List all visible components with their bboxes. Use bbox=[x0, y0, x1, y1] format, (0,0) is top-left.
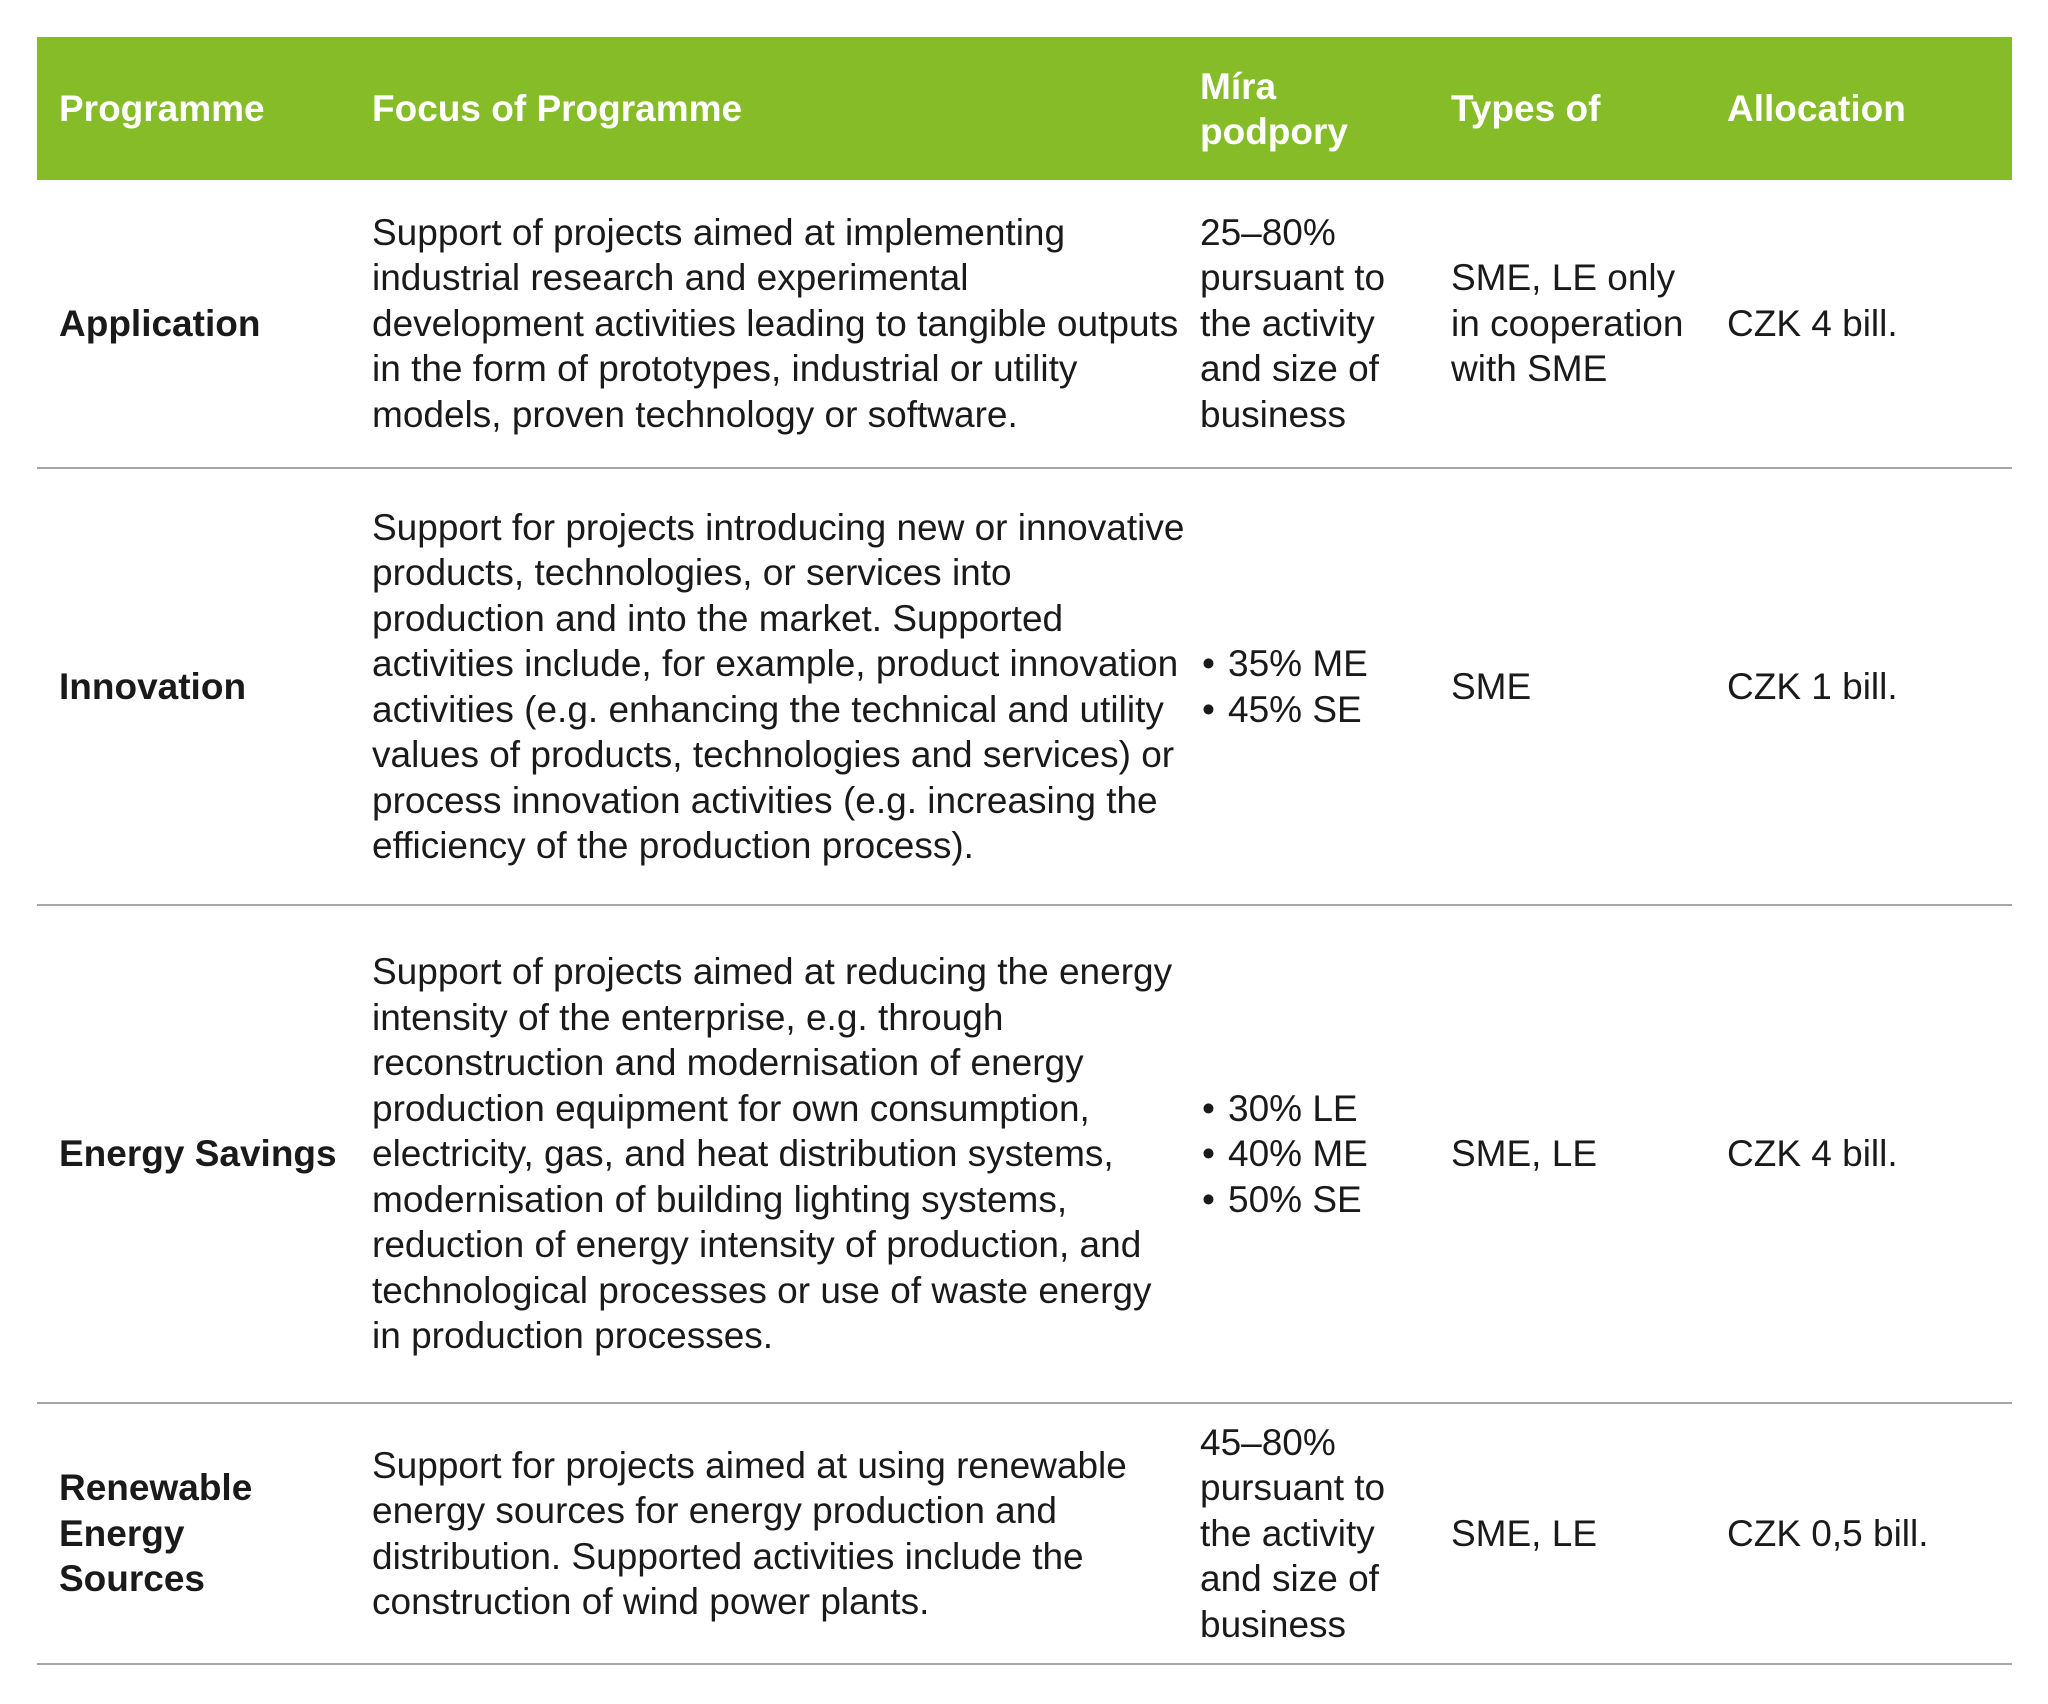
support-rate-list: 30% LE 40% ME 50% SE bbox=[1200, 1086, 1451, 1223]
programme-name: Energy Savings bbox=[59, 1133, 337, 1175]
beneficiary-types: SME, LE bbox=[1451, 1133, 1597, 1175]
table-row: Renewable Energy Sources Support for pro… bbox=[37, 1404, 2012, 1665]
programme-name: Application bbox=[59, 302, 261, 344]
allocation: CZK 1 bill. bbox=[1727, 665, 1898, 707]
header-support-rate: Míra podpory bbox=[1200, 65, 1348, 152]
programme-focus: Support for projects aimed at using rene… bbox=[372, 1444, 1127, 1623]
support-rate: 45–80% pursuant to the activity and size… bbox=[1200, 1421, 1386, 1645]
header-allocation: Allocation bbox=[1727, 88, 1906, 129]
programme-focus: Support of projects aimed at reducing th… bbox=[372, 951, 1173, 1357]
support-rate-item: 40% ME bbox=[1200, 1131, 1451, 1177]
allocation: CZK 4 bill. bbox=[1727, 302, 1898, 344]
support-rate-list: 35% ME 45% SE bbox=[1200, 641, 1451, 732]
programme-focus: Support of projects aimed at implementin… bbox=[372, 211, 1179, 435]
beneficiary-types: SME bbox=[1451, 665, 1532, 707]
support-rate: 35% ME 45% SE bbox=[1200, 641, 1451, 732]
programme-name: Renewable Energy Sources bbox=[59, 1467, 253, 1600]
support-rate-item: 30% LE bbox=[1200, 1086, 1451, 1132]
programme-table: Programme Focus of Programme Míra podpor… bbox=[37, 37, 2012, 1665]
header-types: Types of bbox=[1451, 88, 1601, 129]
beneficiary-types: SME, LE bbox=[1451, 1512, 1597, 1554]
support-rate-item: 35% ME bbox=[1200, 641, 1451, 687]
support-rate: 30% LE 40% ME 50% SE bbox=[1200, 1086, 1451, 1223]
table-row: Energy Savings Support of projects aimed… bbox=[37, 906, 2012, 1404]
programme-name: Innovation bbox=[59, 665, 247, 707]
support-rate-item: 50% SE bbox=[1200, 1177, 1451, 1223]
header-programme: Programme bbox=[59, 88, 265, 129]
support-rate: 25–80% pursuant to the activity and size… bbox=[1200, 211, 1386, 435]
table-row: Application Support of projects aimed at… bbox=[37, 180, 2012, 469]
header-focus: Focus of Programme bbox=[372, 88, 743, 129]
allocation: CZK 0,5 bill. bbox=[1727, 1512, 1929, 1554]
allocation: CZK 4 bill. bbox=[1727, 1133, 1898, 1175]
support-rate-item: 45% SE bbox=[1200, 687, 1451, 733]
programme-focus: Support for projects introducing new or … bbox=[372, 506, 1185, 867]
beneficiary-types: SME, LE only in cooperation with SME bbox=[1451, 257, 1684, 390]
table-header: Programme Focus of Programme Míra podpor… bbox=[37, 37, 2012, 180]
table-row: Innovation Support for projects introduc… bbox=[37, 469, 2012, 906]
